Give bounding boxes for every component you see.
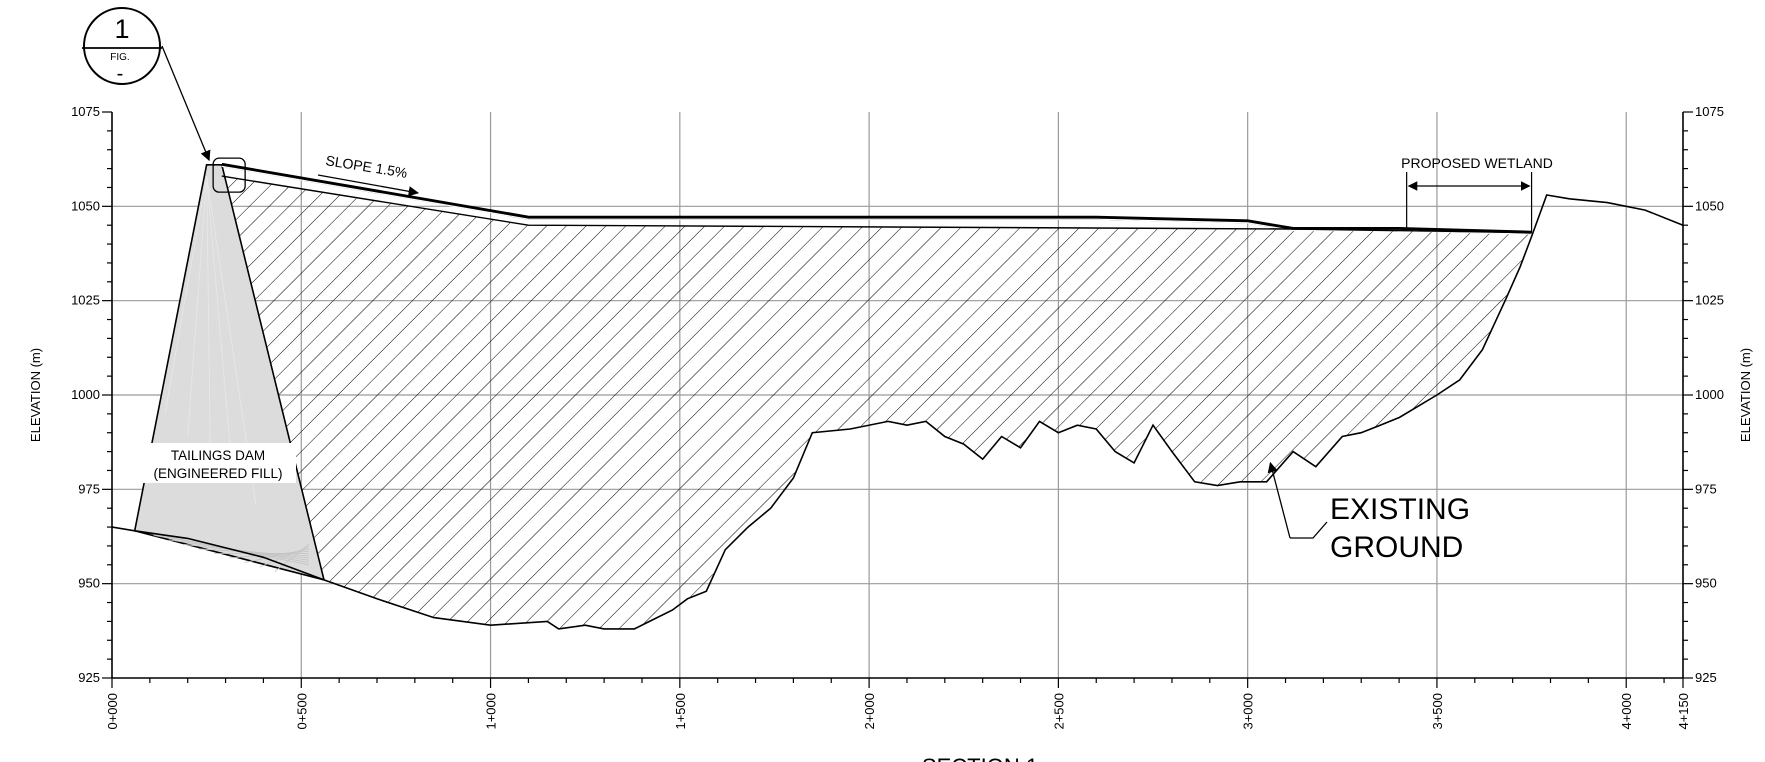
chainage-tick-label: 2+000 — [862, 693, 877, 730]
right-elevation-labels: 1075 1050 1025 1000 975 950 925 — [1695, 104, 1724, 685]
section-title: SECTION 1 — [922, 754, 1038, 762]
dam-texture-line — [187, 176, 208, 437]
wetland-annotation: PROPOSED WETLAND — [1401, 155, 1553, 233]
dam-texture-line — [259, 546, 310, 568]
elevation-tick-label: 1025 — [71, 293, 100, 308]
elevation-tick-label: 950 — [1695, 576, 1717, 591]
elevation-tick-label: 1075 — [1695, 104, 1724, 119]
dam-texture-line — [183, 544, 309, 559]
chainage-tick-label: 4+150 — [1676, 693, 1691, 730]
dam-texture-line — [274, 544, 310, 572]
chainage-tick-label: 0+000 — [105, 693, 120, 730]
chainage-tick-label: 2+500 — [1051, 693, 1066, 730]
detail-callout: 1 FIG. - — [82, 7, 246, 193]
elevation-tick-label: 975 — [1695, 481, 1717, 496]
slope-arrow — [317, 174, 420, 197]
callout-ref: FIG. — [110, 52, 129, 63]
ground-leader-arrow — [1267, 461, 1291, 539]
ground-label-line1: EXISTING — [1330, 493, 1470, 526]
dam-texture-line — [206, 176, 234, 482]
chainage-tick-label: 1+500 — [673, 693, 688, 730]
callout-detail-box — [212, 157, 246, 193]
dam-label-line1: TAILINGS DAM — [171, 448, 265, 463]
existing-ground-line — [112, 194, 1683, 630]
dam-fill-texture — [138, 176, 310, 572]
elevation-tick-label: 1025 — [1695, 293, 1724, 308]
callout-sheet: - — [117, 63, 124, 85]
left-elevation-labels: 1075 1050 1025 1000 975 950 925 — [71, 104, 100, 685]
left-axis-title: ELEVATION (m) — [28, 348, 43, 442]
right-axis-title: ELEVATION (m) — [1738, 348, 1753, 442]
elevation-tick-label: 1050 — [1695, 198, 1724, 213]
callout-leader-line — [161, 45, 211, 162]
dam-texture-line — [164, 176, 208, 414]
chainage-tick-label: 1+000 — [484, 693, 499, 730]
callout-number: 1 — [114, 14, 129, 44]
elevation-tick-label: 925 — [78, 670, 100, 685]
ground-leader-line — [1290, 521, 1328, 539]
wetland-label: PROPOSED WETLAND — [1401, 155, 1553, 171]
dam-texture-line — [206, 176, 211, 460]
slope-annotation: SLOPE 1.5% — [317, 152, 420, 197]
elevation-tick-label: 1000 — [71, 387, 100, 402]
elevation-tick-label: 925 — [1695, 670, 1717, 685]
ground-annotation: EXISTING GROUND — [1267, 461, 1470, 564]
plot-frame — [102, 111, 1693, 688]
chainage-tick-label: 3+000 — [1241, 693, 1256, 730]
elevation-tick-label: 1075 — [71, 104, 100, 119]
final-cover-surface — [221, 162, 1532, 235]
dam-label-line2: (ENGINEERED FILL) — [153, 466, 282, 481]
elevation-tick-label: 975 — [78, 481, 100, 496]
chainage-tick-label: 0+500 — [294, 693, 309, 730]
ground-label-line2: GROUND — [1330, 531, 1463, 564]
elevation-tick-label: 1000 — [1695, 387, 1724, 402]
chainage-tick-label: 4+000 — [1619, 693, 1634, 730]
elevation-tick-label: 950 — [78, 576, 100, 591]
slope-label: SLOPE 1.5% — [325, 152, 409, 181]
chainage-tick-label: 3+500 — [1430, 693, 1445, 730]
tailings-top-line — [221, 175, 1532, 234]
dam-annotation: TAILINGS DAM (ENGINEERED FILL) — [140, 443, 296, 483]
elevation-tick-label: 1050 — [71, 198, 100, 213]
tailings-fill-hatch — [221, 176, 1532, 629]
chainage-labels: 0+000 0+500 1+000 1+500 2+000 2+500 3+000 3+500… — [105, 693, 1691, 730]
